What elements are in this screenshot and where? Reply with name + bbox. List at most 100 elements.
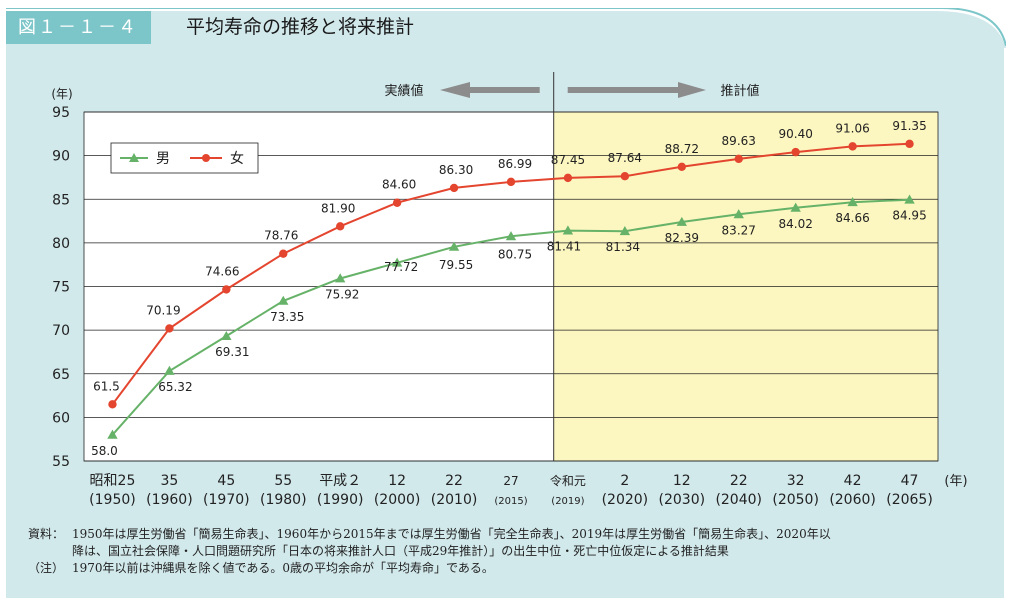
female-data-label: 86.30 (439, 163, 473, 177)
actual-arrow (440, 82, 540, 98)
male-data-label: 81.34 (606, 240, 640, 254)
male-point (619, 225, 631, 236)
source-text-line2: 降は、国立社会保障・人口問題研究所「日本の将来推計人口（平成29年推計）」の出生… (72, 544, 729, 558)
x-tick-label-year: (2065) (886, 492, 933, 508)
female-data-label: 91.06 (835, 121, 869, 135)
male-point (505, 231, 517, 241)
x-tick-label-year: (2040) (715, 492, 762, 508)
male-data-label: 83.27 (722, 223, 756, 237)
female-point (905, 139, 914, 149)
female-point (392, 198, 402, 207)
y-tick-label: 75 (52, 280, 70, 296)
note-label: （注） (28, 561, 65, 575)
y-tick-label: 95 (52, 105, 70, 121)
male-data-label: 84.95 (892, 209, 926, 223)
female-data-label: 90.40 (778, 127, 812, 141)
x-tick-label: 27 (503, 474, 518, 488)
legend-male-marker (129, 153, 139, 162)
male-point (847, 197, 858, 207)
y-tick-label: 90 (52, 149, 70, 165)
note-text: 1970年以前は沖縄県を除く値である。0歳の平均余命が「平均寿命」である。 (72, 561, 494, 575)
figure-title: 平均寿命の推移と将来推計 (186, 16, 415, 38)
actual-label: 実績値 (384, 83, 423, 99)
female-data-label: 89.63 (722, 134, 756, 148)
female-point (563, 173, 573, 183)
y-tick-label: 60 (52, 410, 70, 426)
male-data-label: 82.39 (665, 231, 699, 245)
female-point (506, 177, 516, 187)
female-point (620, 172, 630, 181)
female-data-label: 70.19 (146, 303, 180, 317)
male-point (391, 257, 403, 267)
male-point (107, 429, 118, 439)
female-point (279, 249, 288, 258)
male-data-label: 80.75 (498, 247, 532, 261)
x-tick-label: 昭和25 (90, 473, 136, 489)
female-point (791, 147, 800, 157)
male-point (164, 365, 175, 375)
x-tick-label: 12 (388, 473, 406, 489)
male-data-label: 77.72 (384, 260, 418, 274)
male-data-label: 84.02 (778, 217, 812, 231)
male-data-label: 65.32 (158, 380, 192, 394)
female-data-label: 61.5 (93, 379, 120, 393)
x-tick-label: 令和元 (550, 473, 586, 488)
male-data-label: 75.92 (325, 287, 359, 301)
y-tick-label: 65 (52, 367, 70, 383)
projected-label: 推計値 (720, 83, 759, 99)
figure-number: 図１－１－４ (6, 11, 151, 44)
x-tick-label-year: (2019) (551, 496, 584, 507)
female-data-label: 84.60 (382, 178, 416, 192)
male-data-label: 84.66 (835, 211, 869, 225)
plot-frame (83, 111, 939, 462)
source-text-line1: 1950年は厚生労働省「簡易生命表」、1960年から2015年までは厚生労働省「… (72, 527, 831, 541)
x-tick-label: 32 (787, 473, 805, 489)
female-data-label: 81.90 (321, 201, 355, 215)
y-tick-label: 80 (52, 236, 70, 252)
female-data-label: 74.66 (205, 264, 239, 278)
x-tick-label: 55 (274, 473, 292, 489)
x-axis-unit: (年) (944, 474, 967, 489)
x-tick-label: 35 (160, 473, 178, 489)
female-data-label: 86.99 (498, 157, 532, 171)
female-point (449, 183, 459, 193)
x-tick-label: 45 (217, 473, 235, 489)
female-point (677, 162, 686, 171)
male-data-label: 69.31 (215, 345, 249, 359)
female-point (108, 400, 117, 409)
x-tick-label-year: (2000) (374, 492, 421, 508)
y-tick-label: 85 (52, 192, 70, 208)
female-point (848, 142, 857, 151)
female-data-label: 87.64 (608, 151, 642, 165)
x-tick-label: 12 (673, 473, 691, 489)
legend-female-label: 女 (230, 150, 244, 167)
x-tick-label-year: (2020) (602, 492, 649, 508)
male-point (733, 209, 744, 219)
x-tick-label-year: (1980) (260, 492, 307, 508)
female-point (222, 285, 231, 294)
y-tick-label: 70 (52, 323, 70, 339)
male-data-label: 58.0 (91, 444, 118, 458)
source-label: 資料： (28, 527, 65, 541)
female-point (336, 222, 345, 231)
x-tick-label-year: (2010) (431, 492, 478, 508)
male-data-label: 73.35 (270, 310, 304, 324)
male-point (448, 241, 460, 251)
x-tick-label-year: (2050) (772, 492, 819, 508)
x-tick-label-year: (1970) (203, 492, 250, 508)
male-point (904, 194, 915, 204)
female-data-label: 78.76 (264, 229, 298, 243)
x-tick-label-year: (1990) (317, 492, 364, 508)
x-tick-label: 47 (901, 473, 919, 489)
x-tick-label: 2 (620, 473, 629, 489)
y-axis-unit: (年) (51, 87, 72, 101)
female-data-label: 87.45 (551, 153, 585, 167)
notes: 資料： 1950年は厚生労働省「簡易生命表」、1960年から2015年までは厚生… (28, 526, 988, 577)
legend-male-label: 男 (156, 151, 170, 167)
legend-female-marker (202, 154, 210, 162)
female-data-label: 88.72 (665, 142, 699, 156)
female-point (734, 154, 743, 164)
x-tick-label: 22 (730, 473, 748, 489)
x-tick-label-year: (2015) (494, 496, 527, 507)
